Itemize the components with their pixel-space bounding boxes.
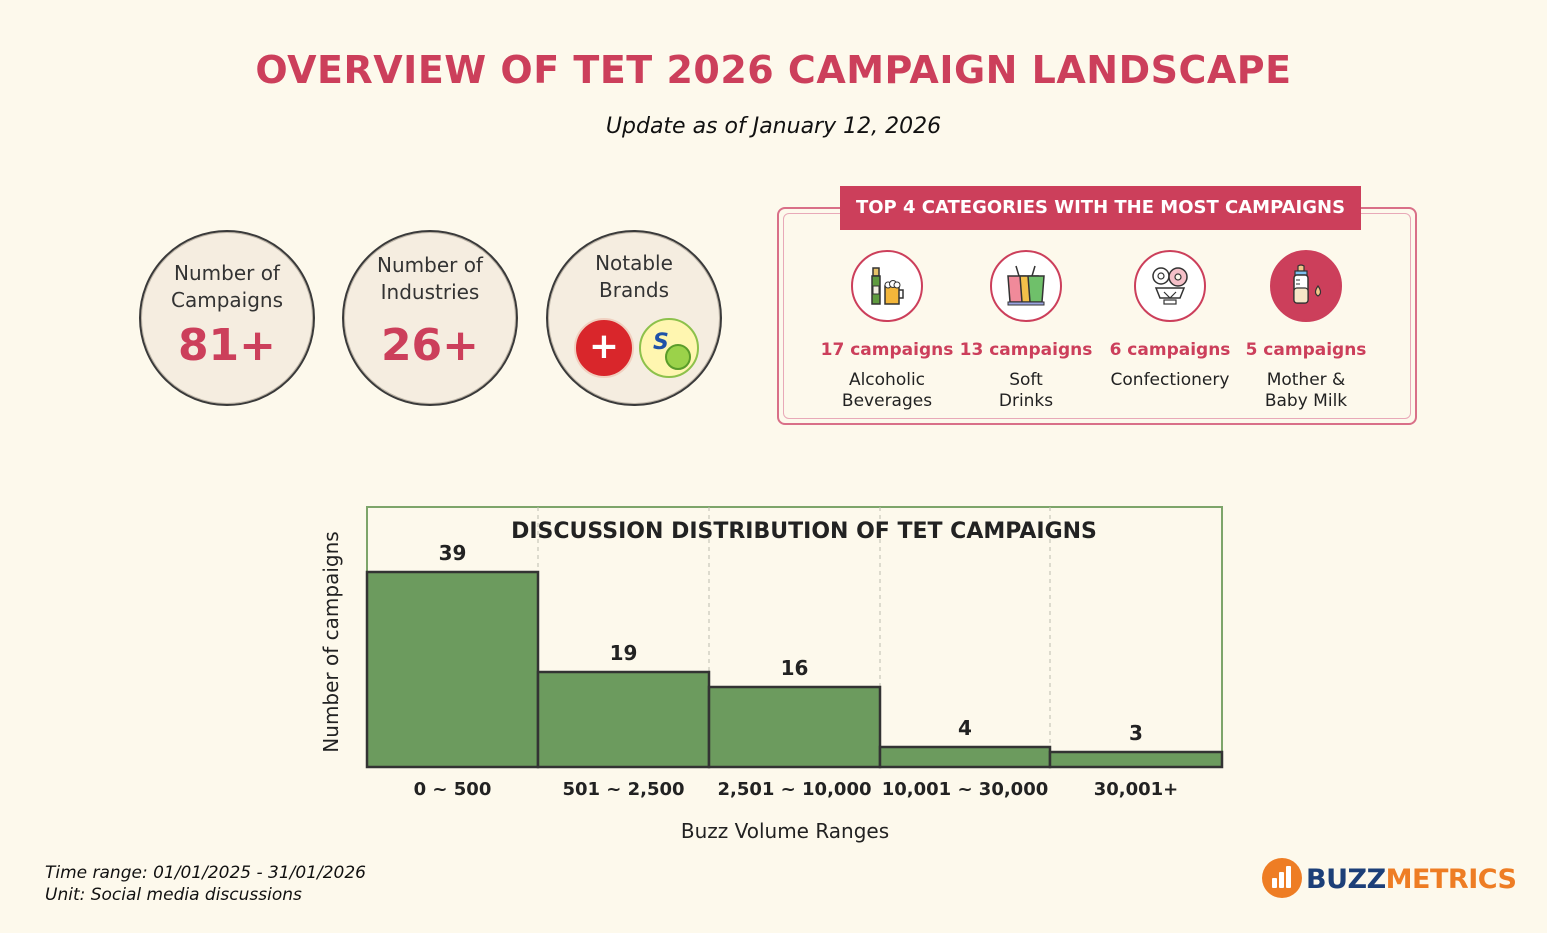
chart-tick-label: 10,001 ~ 30,000 bbox=[882, 779, 1049, 800]
footer-notes: Time range: 01/01/2025 - 31/01/2026 Unit… bbox=[45, 862, 366, 906]
page-title: OVERVIEW OF TET 2026 CAMPAIGN LANDSCAPE bbox=[255, 48, 1292, 92]
sunlight-logo bbox=[639, 318, 699, 378]
stat-campaigns-value: 81+ bbox=[177, 320, 277, 371]
category-count: 13 campaigns bbox=[959, 340, 1093, 360]
stat-industries: Number of Industries 26+ bbox=[342, 230, 518, 406]
category-name: Alcoholic Beverages bbox=[841, 370, 933, 411]
category-name: Soft Drinks bbox=[998, 370, 1054, 411]
chart-bar bbox=[878, 745, 1052, 769]
bottle-beer-icon bbox=[851, 250, 923, 322]
chart-bar bbox=[1048, 750, 1224, 769]
chart-data-label: 39 bbox=[439, 541, 467, 565]
top-categories-header: TOP 4 CATEGORIES WITH THE MOST CAMPAIGNS bbox=[840, 186, 1361, 230]
category-soft-drinks: 13 campaigns Soft Drinks bbox=[956, 250, 1096, 412]
stat-campaigns: Number of Campaigns 81+ bbox=[139, 230, 315, 406]
category-alcoholic-beverages: 17 campaigns Alcoholic Beverages bbox=[817, 250, 957, 412]
soft-drink-cups-icon bbox=[990, 250, 1062, 322]
buzzmetrics-logo: BUZZMETRICS bbox=[1262, 858, 1517, 902]
page-subtitle: Update as of January 12, 2026 bbox=[605, 114, 942, 139]
chart-tick-label: 2,501 ~ 10,000 bbox=[717, 779, 871, 800]
candy-bowl-icon bbox=[1134, 250, 1206, 322]
stat-industries-value: 26+ bbox=[380, 320, 480, 371]
category-confectionery: 6 campaigns Confectionery bbox=[1100, 250, 1240, 391]
stat-brands: Notable Brands bbox=[546, 230, 722, 406]
chart-bar bbox=[365, 570, 540, 769]
category-name: Confectionery bbox=[1110, 370, 1230, 390]
chart-bar bbox=[536, 670, 711, 769]
footer-time-range: Time range: 01/01/2025 - 31/01/2026 bbox=[45, 863, 366, 883]
stat-industries-label: Number of Industries bbox=[377, 253, 483, 304]
chart-tick-label: 30,001+ bbox=[1094, 779, 1179, 800]
chart-tick-label: 0 ~ 500 bbox=[414, 779, 492, 800]
stat-brands-label: Notable Brands bbox=[595, 251, 673, 302]
chart-ylabel: Number of campaigns bbox=[319, 531, 343, 752]
chart-data-label: 4 bbox=[958, 716, 972, 740]
lifebuoy-logo bbox=[574, 318, 634, 378]
chart-title: DISCUSSION DISTRIBUTION OF TET CAMPAIGNS bbox=[511, 519, 1097, 544]
chart-data-label: 3 bbox=[1129, 721, 1143, 745]
chart-tick-label: 501 ~ 2,500 bbox=[562, 779, 684, 800]
chart-bar bbox=[707, 685, 882, 769]
category-mother-baby-milk: 5 campaigns Mother & Baby Milk bbox=[1236, 250, 1376, 412]
chart-data-label: 16 bbox=[781, 656, 809, 680]
baby-bottle-icon bbox=[1270, 250, 1342, 322]
category-count: 5 campaigns bbox=[1245, 340, 1367, 360]
category-count: 17 campaigns bbox=[820, 340, 954, 360]
buzzmetrics-mark-icon bbox=[1262, 858, 1302, 898]
brand-logos bbox=[548, 318, 720, 382]
chart-data-label: 19 bbox=[610, 641, 638, 665]
chart-xlabel: Buzz Volume Ranges bbox=[681, 819, 889, 843]
stat-campaigns-label: Number of Campaigns bbox=[170, 261, 283, 312]
category-count: 6 campaigns bbox=[1109, 340, 1231, 360]
category-name: Mother & Baby Milk bbox=[1264, 370, 1348, 411]
footer-unit: Unit: Social media discussions bbox=[45, 885, 302, 905]
